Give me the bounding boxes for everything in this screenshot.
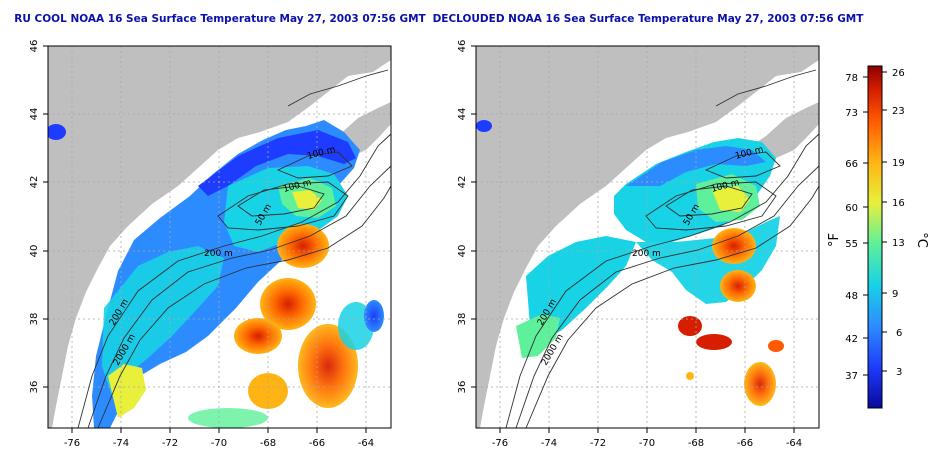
f-tick-label: 73 — [845, 108, 858, 119]
warm-eddy — [712, 228, 756, 264]
x-tick-labels: -76 -74 -72 -70 -68 -66 -64 — [492, 438, 802, 449]
c-tick-label: 23 — [892, 106, 905, 117]
warm-shelf-patch — [108, 364, 146, 418]
c-tick-label: 19 — [892, 158, 905, 169]
fahrenheit-labels: 78 73 66 60 55 48 42 37 — [845, 73, 858, 382]
f-tick-label: 78 — [845, 73, 858, 84]
c-tick-label: 3 — [896, 367, 902, 378]
contour-label: 200 m — [632, 249, 661, 259]
y-tick-label: 40 — [29, 245, 40, 258]
temperature-colorbar: 78 73 66 60 55 48 42 37 26 23 19 16 13 9… — [827, 65, 929, 409]
axis-ticks — [471, 45, 795, 433]
x-tick-label: -64 — [358, 438, 374, 449]
x-tick-label: -64 — [786, 438, 802, 449]
x-tick-label: -74 — [113, 438, 129, 449]
y-tick-label: 36 — [29, 381, 40, 394]
y-tick-label: 46 — [457, 40, 468, 53]
sst-panel-rucool: RU COOL NOAA 16 Sea Surface Temperature … — [14, 13, 426, 449]
c-tick-label: 6 — [896, 328, 902, 339]
c-tick-label: 16 — [892, 198, 905, 209]
panel-title: RU COOL NOAA 16 Sea Surface Temperature … — [14, 13, 426, 25]
x-tick-label: -70 — [639, 438, 655, 449]
land-mass — [476, 46, 819, 428]
land-mass — [48, 46, 391, 428]
cool-patch — [48, 124, 66, 140]
warm-eddy — [720, 270, 756, 302]
c-tick-label: 26 — [892, 68, 905, 79]
cool-patch — [364, 300, 384, 332]
warm-eddy — [686, 372, 694, 380]
y-tick-label: 42 — [457, 176, 468, 189]
shelf-water — [102, 246, 224, 396]
warm-eddy — [768, 340, 784, 352]
celsius-labels: 26 23 19 16 13 9 6 3 — [892, 68, 905, 378]
lat-lon-grid — [476, 46, 819, 428]
shelf-water — [526, 236, 636, 342]
contour-label: 200 m — [204, 249, 233, 259]
warm-eddy — [696, 334, 732, 350]
shelf-water-warm — [516, 314, 560, 358]
y-tick-label: 46 — [29, 40, 40, 53]
y-tick-labels: 46 44 42 40 38 36 — [29, 40, 40, 394]
x-tick-label: -66 — [309, 438, 325, 449]
f-tick-label: 55 — [845, 239, 858, 250]
f-tick-label: 42 — [845, 334, 858, 345]
warm-eddy — [277, 224, 329, 268]
sst-panel-declouded: DECLOUDED NOAA 16 Sea Surface Temperatur… — [433, 13, 865, 449]
georges-bank-warm-core — [292, 190, 322, 210]
x-tick-label: -72 — [590, 438, 606, 449]
warm-eddy — [234, 318, 282, 354]
axis-ticks — [43, 45, 367, 433]
c-tick-label: 13 — [892, 238, 905, 249]
f-tick-label: 60 — [845, 203, 858, 214]
lat-lon-grid — [48, 46, 391, 428]
colorbar-ticks — [863, 71, 887, 376]
x-tick-label: -76 — [64, 438, 80, 449]
x-tick-labels: -76 -74 -72 -70 -68 -66 -64 — [64, 438, 374, 449]
y-tick-label: 44 — [457, 108, 468, 121]
warm-eddy — [744, 362, 776, 406]
x-tick-label: -76 — [492, 438, 508, 449]
y-tick-labels: 46 44 42 40 38 36 — [457, 40, 468, 394]
x-tick-label: -66 — [737, 438, 753, 449]
f-tick-label: 37 — [845, 371, 858, 382]
bathymetry-contours — [77, 69, 391, 428]
y-tick-label: 38 — [457, 313, 468, 326]
x-tick-label: -68 — [688, 438, 704, 449]
f-tick-label: 66 — [845, 159, 858, 170]
y-tick-label: 42 — [29, 176, 40, 189]
x-tick-label: -74 — [541, 438, 557, 449]
warm-eddy — [260, 278, 316, 330]
cool-patch — [476, 120, 492, 132]
georges-bank-warm-core — [712, 186, 750, 212]
colorbar-scale — [867, 65, 883, 409]
y-tick-label: 36 — [457, 381, 468, 394]
x-tick-label: -70 — [211, 438, 227, 449]
x-tick-label: -72 — [162, 438, 178, 449]
f-tick-label: 48 — [845, 291, 858, 302]
c-tick-label: 9 — [892, 289, 898, 300]
fahrenheit-unit-label: °F — [827, 233, 842, 247]
cold-water-gulf-of-maine — [198, 130, 356, 196]
bathymetry-contours — [505, 69, 819, 428]
y-tick-label: 40 — [457, 245, 468, 258]
x-tick-label: -68 — [260, 438, 276, 449]
warm-patch — [188, 408, 268, 428]
panel-title: DECLOUDED NOAA 16 Sea Surface Temperatur… — [433, 13, 865, 25]
y-tick-label: 44 — [29, 108, 40, 121]
y-tick-label: 38 — [29, 313, 40, 326]
celsius-unit-label: °C — [914, 232, 929, 248]
